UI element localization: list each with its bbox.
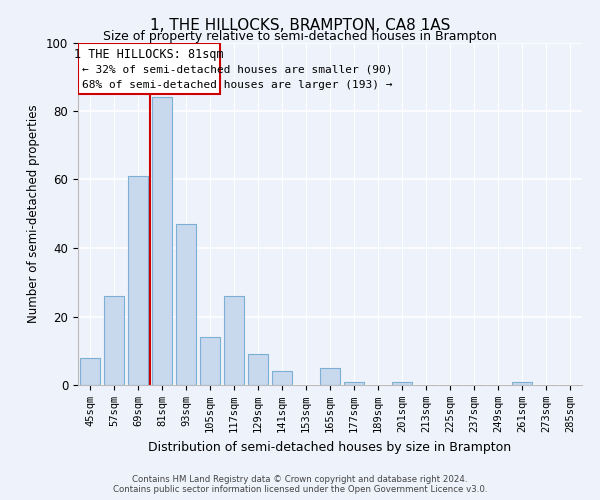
Bar (176, 224, 196, 385)
Text: ← 32% of semi-detached houses are smaller (90): ← 32% of semi-detached houses are smalle… (82, 65, 392, 75)
X-axis label: Distribution of semi-detached houses by size in Brampton: Distribution of semi-detached houses by … (148, 440, 512, 454)
FancyBboxPatch shape (78, 42, 220, 94)
Bar (344, 382, 364, 385)
Bar (320, 368, 340, 385)
Bar (224, 296, 244, 385)
Bar (248, 354, 268, 385)
Text: Size of property relative to semi-detached houses in Brampton: Size of property relative to semi-detach… (103, 30, 497, 43)
Bar (80, 358, 100, 385)
Bar (512, 382, 532, 385)
Bar (104, 296, 124, 385)
Y-axis label: Number of semi-detached properties: Number of semi-detached properties (28, 104, 40, 323)
Text: 1 THE HILLOCKS: 81sqm: 1 THE HILLOCKS: 81sqm (74, 48, 224, 60)
Text: 68% of semi-detached houses are larger (193) →: 68% of semi-detached houses are larger (… (82, 80, 392, 90)
Text: Contains HM Land Registry data © Crown copyright and database right 2024.
Contai: Contains HM Land Registry data © Crown c… (113, 474, 487, 494)
Bar (392, 382, 412, 385)
Text: 1, THE HILLOCKS, BRAMPTON, CA8 1AS: 1, THE HILLOCKS, BRAMPTON, CA8 1AS (150, 18, 450, 32)
Bar (152, 98, 172, 385)
Bar (128, 176, 148, 385)
Bar (200, 337, 220, 385)
Bar (272, 372, 292, 385)
